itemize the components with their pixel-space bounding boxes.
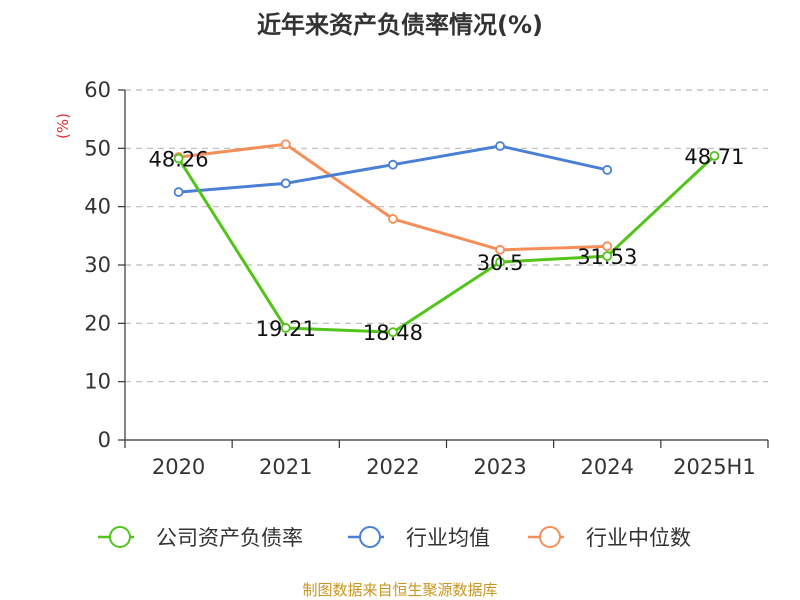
legend-marker — [359, 526, 381, 548]
data-label: 48.71 — [684, 145, 744, 169]
y-tick-label: 0 — [98, 428, 111, 452]
x-tick-label: 2020 — [152, 455, 205, 479]
x-tick-label: 2025H1 — [673, 455, 756, 479]
data-point — [173, 187, 184, 197]
legend-label: 公司资产负债率 — [156, 526, 303, 550]
legend: 公司资产负债率 行业均值 行业中位数 — [98, 526, 691, 550]
series-line — [177, 154, 716, 334]
y-tick-label: 20 — [84, 311, 111, 335]
y-tick-label: 60 — [84, 78, 111, 102]
data-point — [602, 241, 613, 252]
source-note: 制图数据来自恒生聚源数据库 — [302, 581, 497, 599]
data-point — [495, 244, 505, 255]
data-label: 48.26 — [149, 147, 209, 171]
data-point — [388, 327, 398, 338]
gridlines — [125, 89, 768, 383]
data-point — [602, 165, 613, 175]
x-tick-label: 2024 — [581, 455, 634, 479]
data-label: 18.48 — [363, 321, 423, 345]
data-point — [388, 159, 398, 170]
axes: 0 10 20 30 40 50 60 2020 2021 2022 2023 2024 2025H1 — [84, 78, 769, 479]
series-0 — [173, 150, 720, 338]
data-label: 30.5 — [477, 251, 524, 275]
y-tick-label: 10 — [84, 370, 111, 394]
data-point — [495, 141, 505, 151]
series-layer — [173, 139, 720, 338]
series-1 — [173, 141, 613, 197]
legend-label: 行业中位数 — [586, 526, 691, 550]
legend-item: 行业均值 — [348, 526, 490, 550]
legend-label: 行业均值 — [406, 526, 490, 550]
y-tick-label: 30 — [84, 253, 111, 277]
data-label: 31.53 — [577, 245, 637, 269]
legend-item: 行业中位数 — [528, 526, 691, 550]
data-point — [280, 178, 291, 189]
x-tick-label: 2021 — [259, 455, 312, 479]
chart-title: 近年来资产负债率情况(%) — [257, 11, 543, 39]
data-point — [280, 323, 291, 333]
data-labels: 48.26 19.21 18.48 30.5 31.53 48.71 — [149, 145, 745, 345]
y-axis-unit-label: (%) — [54, 113, 72, 139]
legend-marker — [109, 526, 131, 548]
x-tick-label: 2023 — [473, 455, 526, 479]
data-point — [602, 251, 613, 261]
data-point — [280, 139, 291, 150]
y-tick-label: 40 — [84, 195, 111, 219]
data-point — [709, 150, 720, 161]
x-tick-label: 2022 — [366, 455, 419, 479]
data-point — [495, 257, 505, 267]
data-point — [388, 214, 398, 224]
data-label: 19.21 — [256, 317, 316, 341]
legend-item: 公司资产负债率 — [98, 526, 303, 550]
data-point — [173, 153, 184, 164]
legend-marker — [539, 526, 561, 548]
y-tick-label: 50 — [84, 136, 111, 160]
